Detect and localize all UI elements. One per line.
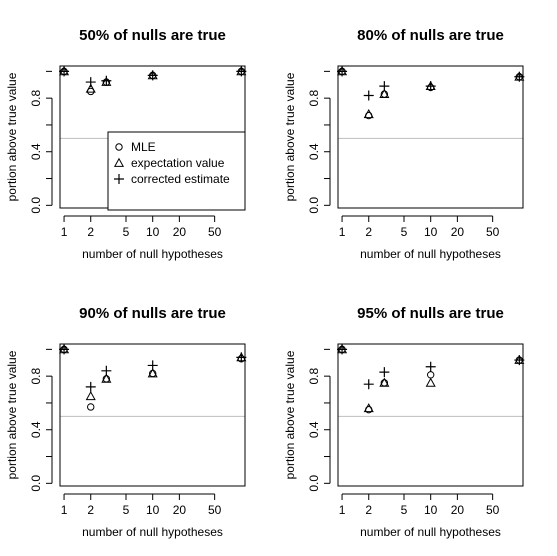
data-point-corrected — [363, 90, 374, 101]
y-axis-label: portion above true value — [5, 72, 19, 201]
legend-symbol — [113, 157, 125, 167]
data-point-corrected — [59, 66, 70, 77]
data-point-corrected — [147, 70, 158, 81]
data-point-corrected — [425, 361, 436, 372]
legend-symbol — [114, 174, 124, 184]
data-point-expectation — [379, 377, 390, 387]
data-point-corrected — [379, 81, 390, 92]
x-tick-label: 1 — [339, 503, 346, 517]
y-tick-label: 0.8 — [307, 367, 321, 384]
x-tick-label: 2 — [87, 225, 94, 239]
legend-entry: MLE — [131, 140, 156, 154]
y-tick-label: 0.0 — [307, 197, 321, 214]
x-tick-label: 5 — [123, 225, 130, 239]
y-axis-label: portion above true value — [283, 350, 297, 479]
x-tick-label: 5 — [401, 503, 408, 517]
x-axis-label: number of null hypotheses — [82, 247, 223, 261]
data-point-corrected — [101, 365, 112, 376]
x-tick-label: 20 — [451, 225, 465, 239]
chart-title: 95% of nulls are true — [357, 305, 504, 322]
x-tick-label: 2 — [365, 225, 372, 239]
data-point-corrected — [514, 71, 525, 82]
data-point-expectation — [379, 88, 390, 98]
x-tick-label: 10 — [146, 225, 160, 239]
x-tick-label: 50 — [208, 503, 222, 517]
x-tick-label: 1 — [61, 225, 68, 239]
y-tick-label: 0.8 — [307, 89, 321, 106]
y-tick-label: 0.4 — [29, 143, 43, 160]
x-tick-label: 1 — [339, 225, 346, 239]
x-tick-label: 50 — [486, 225, 500, 239]
data-point-corrected — [85, 381, 96, 392]
legend-box — [107, 131, 246, 211]
y-tick-label: 0.0 — [307, 475, 321, 492]
data-point-corrected — [337, 344, 348, 355]
x-tick-label: 10 — [146, 503, 160, 517]
data-point-corrected — [236, 66, 247, 77]
data-point-expectation — [85, 83, 96, 93]
legend-entry: expectation value — [131, 156, 225, 170]
x-tick-label: 2 — [87, 503, 94, 517]
data-point-corrected — [363, 379, 374, 390]
data-point-expectation — [147, 368, 158, 378]
data-point-expectation — [101, 373, 112, 383]
data-point-corrected — [147, 360, 158, 371]
y-axis-label: portion above true value — [283, 72, 297, 201]
legend-entry: corrected estimate — [131, 172, 230, 186]
panel-3: 90% of nulls are true 1 2 5 10 20 50 0.0 0.4 0.8 n… — [5, 305, 247, 539]
chart-title: 50% of nulls are true — [79, 27, 226, 44]
data-point-corrected — [59, 344, 70, 355]
x-tick-label: 20 — [451, 503, 465, 517]
panel-2: 80% of nulls are true 1 2 5 10 20 50 0.0 0.4 0.8 n… — [283, 27, 525, 261]
data-point-expectation — [425, 377, 436, 387]
y-tick-label: 0.4 — [307, 421, 321, 438]
x-tick-label: 1 — [61, 503, 68, 517]
chart-title: 90% of nulls are true — [79, 305, 226, 322]
legend: MLE expectation value corrected estimate — [107, 131, 246, 211]
x-tick-label: 20 — [173, 503, 187, 517]
x-tick-label: 50 — [208, 225, 222, 239]
y-tick-label: 0.8 — [29, 89, 43, 106]
data-point-mle — [87, 87, 95, 96]
y-tick-label: 0.8 — [29, 367, 43, 384]
y-axis-label: portion above true value — [5, 350, 19, 479]
data-point-expectation — [363, 108, 374, 119]
x-axis-label: number of null hypotheses — [360, 525, 501, 539]
y-tick-label: 0.0 — [29, 475, 43, 492]
legend-symbol — [115, 143, 123, 151]
x-tick-label: 20 — [173, 225, 187, 239]
plot-frame — [337, 343, 524, 487]
data-point-corrected — [236, 352, 247, 363]
x-tick-label: 2 — [365, 503, 372, 517]
x-tick-label: 10 — [424, 503, 438, 517]
data-point-corrected — [379, 367, 390, 378]
data-point-corrected — [85, 77, 96, 88]
x-tick-label: 10 — [424, 225, 438, 239]
y-tick-label: 0.4 — [29, 421, 43, 438]
data-point-corrected — [337, 66, 348, 77]
panel-4: 95% of nulls are true 1 2 5 10 20 50 0.0 0.4 0.8 n… — [283, 305, 525, 539]
x-tick-label: 50 — [486, 503, 500, 517]
plot-frame — [337, 65, 524, 209]
plot-frame — [59, 343, 246, 487]
data-point-corrected — [101, 75, 112, 86]
data-point-corrected — [425, 81, 436, 92]
data-point-expectation — [363, 403, 374, 413]
x-axis-label: number of null hypotheses — [360, 247, 501, 261]
y-tick-label: 0.0 — [29, 197, 43, 214]
chart-title: 80% of nulls are true — [357, 27, 504, 44]
y-tick-label: 0.4 — [307, 143, 321, 160]
data-point-corrected — [514, 355, 525, 366]
data-point-mle — [87, 403, 95, 411]
x-tick-label: 5 — [123, 503, 130, 517]
panel-1: 50% of nulls are true 1 2 5 10 20 50 0.0 0.4 0.8 n… — [5, 27, 247, 261]
data-point-expectation — [85, 391, 96, 401]
x-tick-label: 5 — [401, 225, 408, 239]
data-point-mle — [426, 371, 435, 379]
x-axis-label: number of null hypotheses — [82, 525, 223, 539]
